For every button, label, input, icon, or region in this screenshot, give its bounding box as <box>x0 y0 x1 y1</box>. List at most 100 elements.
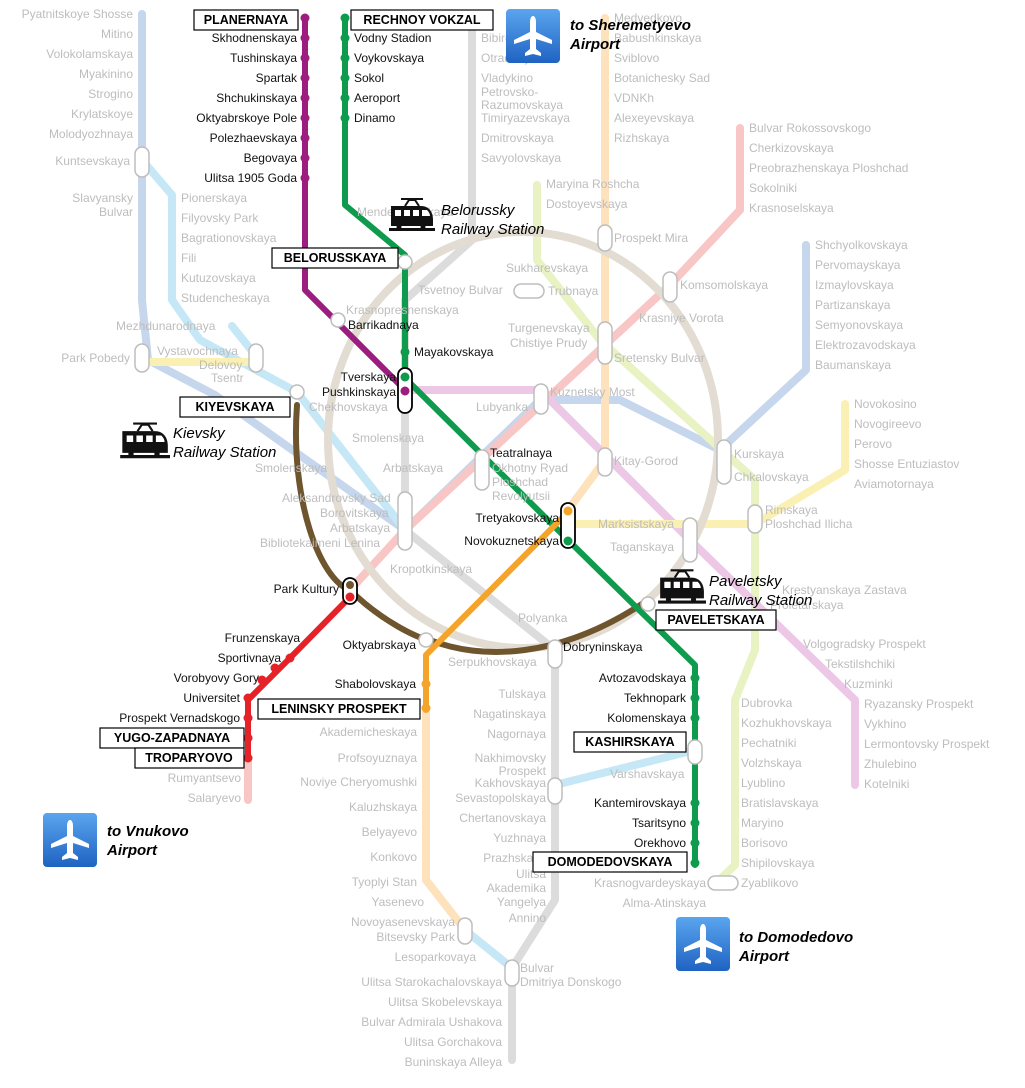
faint-label: Ploshchad <box>492 475 548 489</box>
faint-label: Bulvar Rokossovskogo <box>749 121 871 135</box>
faint-label: Novoyasenevskaya <box>351 915 455 929</box>
faint-label: Yangelya <box>497 895 546 909</box>
faint-label: Aleksandrovsky Sad <box>282 491 391 505</box>
faint-label: Kotelniki <box>864 777 909 791</box>
faint-label: Arbatskaya <box>383 461 443 475</box>
faint-line-7 <box>401 386 859 789</box>
faint-label: Maryino <box>741 816 784 830</box>
faint-label: Kutuzovskaya <box>181 271 256 285</box>
faint-label: Volzhskaya <box>741 756 802 770</box>
station-label: Teatralnaya <box>490 446 552 460</box>
station-label: Mayakovskaya <box>414 345 494 359</box>
faint-label: Novogireevo <box>854 417 922 431</box>
railway-station-kievsky: Kievsky Railway Station <box>119 422 276 461</box>
faint-label: Kuntsevskaya <box>55 154 130 168</box>
faint-label: Kozhukhovskaya <box>741 716 832 730</box>
boxed-label: DOMODEDOVSKAYA <box>548 855 673 869</box>
train-icon <box>119 422 170 460</box>
station-label: Tsaritsyno <box>632 816 686 830</box>
faint-label: Rizhskaya <box>614 131 670 145</box>
faint-label: Lermontovsky Prospekt <box>864 737 990 751</box>
faint-label: Prospekt <box>499 764 547 778</box>
boxed-label: TROPARYOVO <box>145 751 233 765</box>
station-label: Skhodnenskaya <box>212 31 298 45</box>
faint-label: Akademika <box>487 881 547 895</box>
faint-lines <box>138 10 859 1064</box>
faint-label: Semyonovskaya <box>815 318 903 332</box>
faint-label: Rimskaya <box>765 503 818 517</box>
station-label: Polezhaevskaya <box>210 131 298 145</box>
faint-label: Krylatskoye <box>71 107 133 121</box>
station-label: Dinamo <box>354 111 396 125</box>
faint-label: Kakhovskaya <box>475 776 547 790</box>
station-label: Oktyabrskoye Pole <box>196 111 297 125</box>
line-7-stations <box>300 13 310 183</box>
faint-label: Krasnopresnenskaya <box>346 303 459 317</box>
faint-line-11 <box>551 746 699 789</box>
faint-label: Dmitriya Donskogo <box>520 975 622 989</box>
boxed-label: YUGO-ZAPADNAYA <box>114 731 230 745</box>
faint-label: Dostoyevskaya <box>546 197 628 211</box>
faint-label: Shipilovskaya <box>741 856 815 870</box>
faint-label: Volokolamskaya <box>46 47 133 61</box>
faint-label: Mezhdunarodnaya <box>116 319 216 333</box>
faint-label: Buninskaya Alleya <box>405 1055 503 1069</box>
faint-label: Kropotkinskaya <box>390 562 472 576</box>
station-label: Kolomenskaya <box>607 711 686 725</box>
faint-label: Zhulebino <box>864 757 917 771</box>
airport-domodedovo: to Domodedovo Airport <box>676 917 853 971</box>
station-label: Pushkinskaya <box>322 385 396 399</box>
faint-label: Rumyantsevo <box>168 771 242 785</box>
airport-line2: Airport <box>569 36 621 53</box>
faint-label: Krasnogvardeyskaya <box>594 876 706 890</box>
faint-label: Park Pobedy <box>61 351 130 365</box>
faint-label: Medvedkovo <box>614 11 682 25</box>
faint-line-10 <box>533 181 759 888</box>
faint-label: Sevastopolskaya <box>455 791 546 805</box>
faint-label: Pionerskaya <box>181 191 247 205</box>
railway-station-belorussky: Belorussky Railway Station <box>388 198 544 238</box>
faint-label: Partizanskaya <box>815 298 891 312</box>
faint-label: Yasenevo <box>372 895 425 909</box>
station-label: Tushinskaya <box>230 51 297 65</box>
boxed-label: KASHIRSKAYA <box>585 735 674 749</box>
faint-line-12 <box>461 926 516 972</box>
faint-label: Smolenskaya <box>352 431 424 445</box>
station-label: Barrikadnaya <box>348 318 419 332</box>
faint-label: Smolenskaya <box>255 461 327 475</box>
boxed-station-troparyovo: TROPARYOVO <box>134 747 245 769</box>
faint-label: Myakinino <box>79 67 133 81</box>
line-6-kaluzhsko <box>423 509 571 713</box>
faint-label: Baumanskaya <box>815 358 891 372</box>
faint-label: Profsoyuznaya <box>338 751 418 765</box>
boxed-station-domodedovskaya: DOMODEDOVSKAYA <box>532 851 688 873</box>
faint-label: Lyublino <box>741 776 786 790</box>
faint-label: Pechatniki <box>741 736 796 750</box>
faint-label: Chertanovskaya <box>459 811 546 825</box>
station-label: Oktyabrskaya <box>343 638 417 652</box>
station-label: Park Kultury <box>274 582 339 596</box>
airplane-icon <box>506 9 560 63</box>
station-label: Sportivnaya <box>218 651 282 665</box>
faint-label: Bratislavskaya <box>741 796 819 810</box>
faint-label: Turgenevskaya <box>508 321 590 335</box>
station-label: Kantemirovskaya <box>594 796 686 810</box>
faint-label: Kurskaya <box>734 447 784 461</box>
airport-vnukovo: to Vnukovo Airport <box>43 813 189 867</box>
boxed-stations: PLANERNAYA RECHNOY VOKZAL BELORUSSKAYA K… <box>99 9 777 873</box>
faint-label: Marksistskaya <box>598 517 674 531</box>
faint-label: Fili <box>181 251 196 265</box>
faint-label: Chistiye Prudy <box>510 336 587 350</box>
faint-label: Strogino <box>88 87 133 101</box>
faint-label: Vykhino <box>864 717 907 731</box>
faint-label: Alexeyevskaya <box>614 111 694 125</box>
faint-label: Kitay-Gorod <box>614 454 678 468</box>
faint-label: Tekstilshchiki <box>825 657 895 671</box>
boxed-station-paveletskaya: PAVELETSKAYA <box>655 609 777 631</box>
faint-label: Slavyansky <box>72 191 133 205</box>
faint-label: Ryazansky Prospekt <box>864 697 974 711</box>
faint-label: Bulvar <box>520 961 554 975</box>
faint-label: Prazhskaya <box>483 851 546 865</box>
faint-label: Cherkizovskaya <box>749 141 834 155</box>
faint-label: Noviye Cheryomushki <box>300 775 417 789</box>
